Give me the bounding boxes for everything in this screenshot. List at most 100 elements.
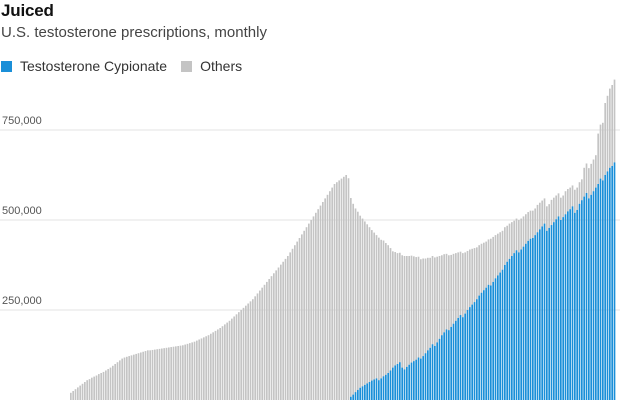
bar-cypionate bbox=[438, 338, 441, 400]
bar-others bbox=[406, 256, 408, 367]
bar-others bbox=[72, 391, 75, 400]
bar-others bbox=[154, 349, 156, 400]
bar-others bbox=[126, 356, 128, 400]
bar-others bbox=[235, 314, 238, 400]
bar-cypionate bbox=[595, 187, 597, 400]
bar-others bbox=[189, 343, 191, 400]
bar-others bbox=[252, 299, 254, 400]
bar-others bbox=[256, 293, 259, 400]
bar-others bbox=[473, 248, 476, 303]
bar-others bbox=[112, 365, 114, 400]
bar-others bbox=[284, 258, 287, 400]
bar-others bbox=[179, 345, 182, 400]
bar-cypionate bbox=[613, 162, 616, 400]
bar-others bbox=[182, 345, 184, 400]
bar-others bbox=[567, 189, 569, 212]
bar-others bbox=[354, 208, 357, 393]
bar-cypionate bbox=[604, 175, 607, 400]
bar-others bbox=[490, 238, 492, 286]
bar-others bbox=[548, 204, 551, 228]
bar-others bbox=[273, 273, 275, 400]
bar-others bbox=[147, 350, 149, 400]
bar-others bbox=[574, 189, 576, 213]
bar-others bbox=[452, 253, 455, 324]
bar-others bbox=[520, 218, 523, 250]
bar-cypionate bbox=[410, 362, 413, 400]
bar-cypionate bbox=[571, 206, 574, 400]
bar-cypionate bbox=[399, 362, 401, 400]
bar-others bbox=[231, 318, 233, 400]
bar-others bbox=[410, 255, 413, 363]
bar-others bbox=[553, 197, 555, 223]
bar-others bbox=[480, 243, 483, 293]
chart-title: Juiced bbox=[1, 1, 54, 20]
bar-others bbox=[210, 333, 212, 400]
legend: Testosterone Cypionate Others bbox=[1, 58, 256, 74]
bar-others bbox=[144, 351, 147, 400]
bar-cypionate bbox=[436, 342, 439, 400]
bar-others bbox=[184, 344, 187, 400]
bar-others bbox=[128, 356, 131, 400]
bar-others bbox=[497, 233, 499, 276]
bar-others bbox=[259, 290, 261, 400]
bar-others bbox=[457, 252, 460, 318]
bar-others bbox=[557, 193, 560, 217]
bar-others bbox=[609, 88, 611, 168]
bar-others bbox=[193, 341, 196, 400]
bar-others bbox=[319, 205, 322, 400]
bar-cypionate bbox=[534, 235, 537, 400]
bar-others bbox=[606, 95, 609, 172]
bar-others bbox=[340, 178, 343, 400]
bar-cypionate bbox=[354, 392, 357, 400]
bar-others bbox=[562, 195, 565, 218]
bar-cypionate bbox=[366, 383, 369, 400]
bar-others bbox=[422, 258, 425, 357]
bar-others bbox=[77, 387, 79, 400]
legend-label-others: Others bbox=[200, 58, 243, 74]
bar-others bbox=[599, 124, 602, 179]
bar-cypionate bbox=[490, 285, 492, 400]
bar-others bbox=[298, 238, 301, 400]
bar-others bbox=[401, 255, 404, 368]
bar-others bbox=[436, 256, 439, 343]
bar-others bbox=[420, 259, 422, 359]
bar-others bbox=[511, 222, 513, 256]
bar-others bbox=[592, 159, 595, 192]
bar-others bbox=[450, 254, 453, 327]
bar-cypionate bbox=[592, 191, 595, 400]
bar-others bbox=[289, 252, 292, 400]
bar-others bbox=[366, 224, 369, 384]
bar-cypionate bbox=[483, 290, 485, 400]
bar-others bbox=[345, 175, 348, 400]
bar-others bbox=[280, 264, 282, 400]
bar-others bbox=[175, 346, 177, 400]
bar-others bbox=[529, 210, 532, 239]
bar-cypionate bbox=[424, 353, 427, 400]
bar-others bbox=[476, 247, 478, 300]
bar-others bbox=[581, 179, 583, 201]
bar-others bbox=[310, 220, 313, 400]
bar-cypionate bbox=[357, 389, 359, 400]
bar-others bbox=[170, 347, 173, 400]
bar-others bbox=[543, 198, 546, 224]
bar-cypionate bbox=[471, 304, 474, 400]
bar-others bbox=[261, 287, 264, 400]
bar-others bbox=[224, 324, 226, 400]
bar-others bbox=[359, 215, 362, 388]
bar-others bbox=[119, 360, 121, 400]
bar-others bbox=[156, 349, 159, 400]
bar-cypionate bbox=[378, 380, 380, 400]
bar-others bbox=[536, 204, 539, 233]
bar-others bbox=[81, 383, 84, 400]
bar-others bbox=[266, 281, 268, 400]
bar-others bbox=[396, 253, 399, 364]
bar-cypionate bbox=[480, 292, 483, 400]
bar-others bbox=[326, 194, 329, 400]
bar-others bbox=[277, 267, 280, 400]
bar-others bbox=[455, 253, 457, 321]
bar-cypionate bbox=[564, 214, 567, 400]
bar-others bbox=[434, 257, 436, 346]
bar-others bbox=[382, 240, 385, 377]
bar-others bbox=[331, 187, 334, 400]
bar-others bbox=[443, 254, 446, 333]
